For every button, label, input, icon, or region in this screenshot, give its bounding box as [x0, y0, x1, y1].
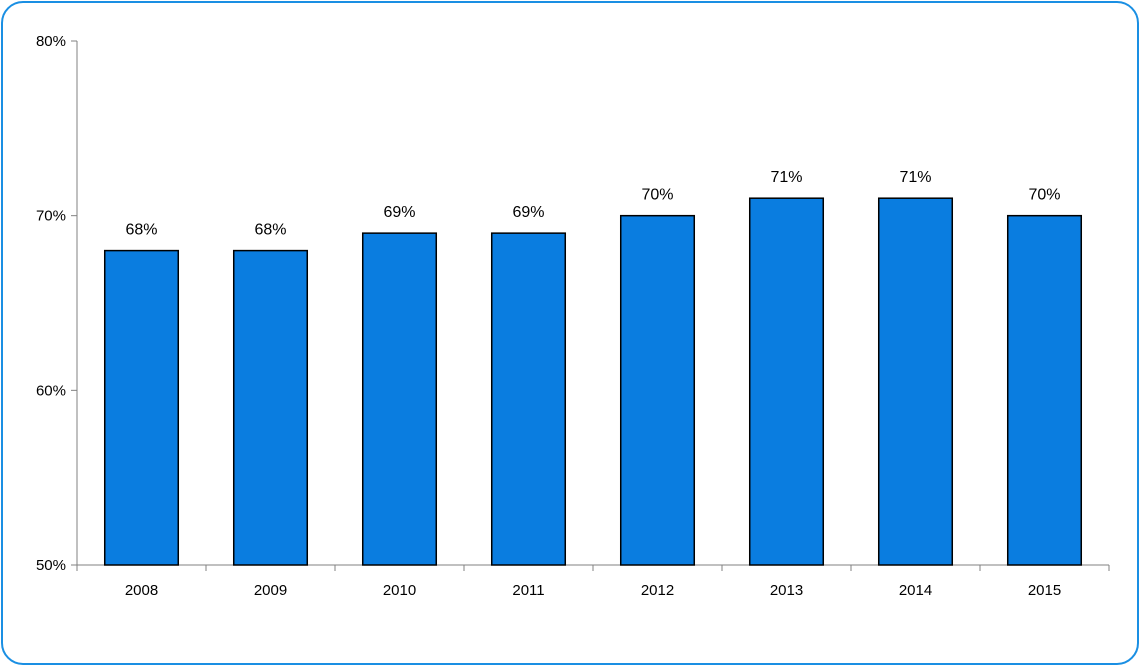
data-label-2013: 71%	[770, 169, 802, 186]
data-label-2011: 69%	[512, 204, 544, 221]
data-label-2014: 71%	[899, 169, 931, 186]
x-tick-label: 2013	[770, 582, 803, 599]
x-tick-label: 2009	[254, 582, 287, 599]
bar-2015	[1006, 214, 1083, 566]
x-tick-label: 2015	[1028, 582, 1061, 599]
x-tick-label: 2014	[899, 582, 932, 599]
bar-2009	[232, 249, 309, 566]
x-tick-label: 2011	[512, 582, 544, 599]
x-tick-label: 2012	[641, 582, 674, 599]
data-label-2015: 70%	[1028, 187, 1060, 204]
bar-2014	[877, 197, 954, 566]
data-label-2009: 68%	[254, 222, 286, 239]
x-tick-label: 2008	[125, 582, 158, 599]
bar-2011	[490, 232, 567, 566]
chart-bars	[103, 197, 1083, 566]
y-tick-label: 60%	[36, 382, 66, 399]
bar-2010	[361, 232, 438, 566]
data-label-2008: 68%	[125, 222, 157, 239]
y-tick-label: 80%	[36, 33, 66, 50]
data-label-2012: 70%	[641, 187, 673, 204]
chart-labels: 2008 68% 2009 68% 2010 69% 2011 69% 2012 70% 2013 7…	[125, 169, 1061, 599]
data-label-2010: 69%	[383, 204, 415, 221]
y-tick-label: 50%	[36, 557, 66, 574]
y-tick-label: 70%	[36, 208, 66, 225]
x-tick-label: 2010	[383, 582, 416, 599]
bar-2013	[748, 197, 825, 566]
bar-2012	[619, 214, 696, 566]
bar-2008	[103, 249, 180, 566]
